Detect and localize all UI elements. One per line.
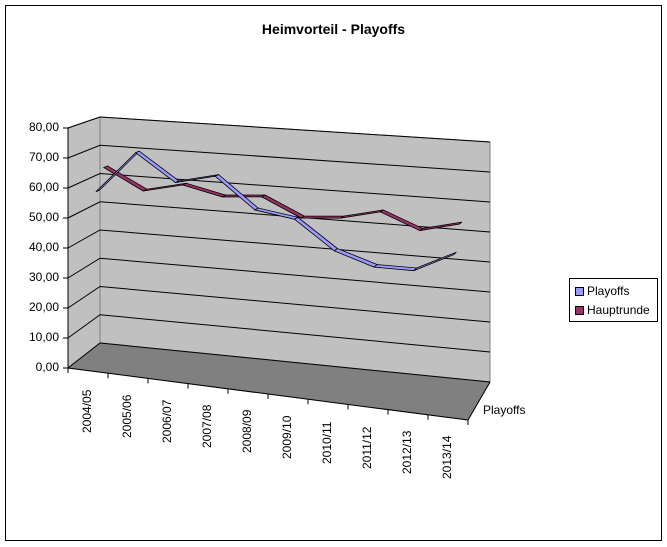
legend-swatch-icon bbox=[575, 305, 584, 315]
x-tick-label: 2011/12 bbox=[360, 426, 374, 470]
y-tick-label: 20,00 bbox=[28, 300, 59, 314]
x-tick-label: 2012/13 bbox=[400, 430, 414, 475]
y-tick-label: 40,00 bbox=[28, 240, 59, 254]
z-axis-label: Playoffs bbox=[483, 403, 526, 417]
legend-item-playoffs: Playoffs bbox=[575, 284, 629, 298]
x-tick-label: 2013/14 bbox=[440, 436, 454, 480]
chart-title: Heimvorteil - Playoffs bbox=[261, 21, 406, 37]
y-tick-label: 60,00 bbox=[28, 180, 59, 194]
x-tick-label: 2010/11 bbox=[320, 421, 334, 464]
legend-label: Hauptrunde bbox=[587, 303, 650, 317]
y-tick-label: 30,00 bbox=[28, 270, 59, 284]
legend-swatch-icon bbox=[575, 286, 584, 296]
x-tick-label: 2009/10 bbox=[280, 415, 294, 459]
y-tick-label: 0,00 bbox=[35, 360, 59, 374]
legend-label: Playoffs bbox=[587, 284, 630, 298]
x-tick-label: 2005/06 bbox=[120, 394, 134, 438]
legend: Playoffs Hauptrunde bbox=[569, 278, 658, 322]
x-tick-label: 2007/08 bbox=[200, 404, 214, 449]
x-tick-label: 2008/09 bbox=[240, 410, 254, 454]
y-tick-label: 10,00 bbox=[28, 330, 59, 344]
y-tick-label: 80,00 bbox=[28, 120, 59, 134]
y-tick-label: 50,00 bbox=[28, 210, 59, 224]
x-tick-label: 2006/07 bbox=[160, 399, 174, 443]
x-tick-label: 2004/05 bbox=[80, 389, 94, 433]
y-tick-label: 70,00 bbox=[28, 150, 59, 164]
legend-item-hauptrunde: Hauptrunde bbox=[575, 303, 650, 317]
